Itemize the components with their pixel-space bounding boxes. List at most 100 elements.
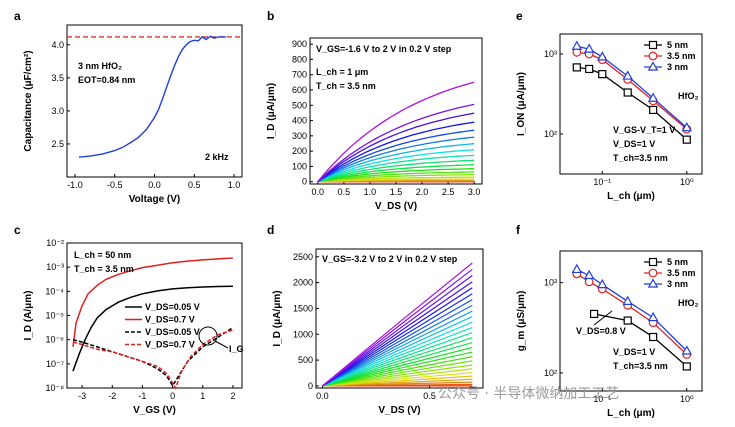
- panel-c-transfer-chart: -3 -2 -1 0 1 2 10⁻⁸ 10⁻⁷ 10⁻⁶ 10⁻⁵ 10⁻⁴ 10⁻³ 10⁻² V_G…: [14, 223, 244, 416]
- output-line: [322, 287, 473, 387]
- x-tick-label: 0.0: [316, 391, 329, 401]
- output-line: [322, 316, 473, 387]
- legend-label: 5 nm: [667, 40, 688, 50]
- output-line: [322, 368, 473, 387]
- annotation-eot: EOT=0.84 nm: [78, 75, 135, 85]
- y-axis-label: I_D (μA/μm): [266, 83, 277, 139]
- output-curve: [317, 112, 475, 183]
- annotation: HfO₂: [678, 298, 699, 308]
- annotation-frequency: 2 kHz: [205, 152, 229, 162]
- legend-label: 5 nm: [667, 257, 688, 267]
- output-curve: [317, 136, 475, 183]
- legend-marker: [648, 40, 658, 50]
- vds-pointer: [593, 310, 613, 326]
- data-point: [597, 51, 608, 61]
- annotation-lch: L_ch = 1 μm: [316, 67, 368, 77]
- output-line: [322, 342, 473, 387]
- ig-highlight-circle: [198, 326, 218, 346]
- output-curve: [317, 103, 475, 183]
- data-point: [571, 263, 583, 274]
- x-tick-label: 1.0: [364, 187, 377, 197]
- panel-f-gm-chart: 10⁻¹ 10⁰ 10² 10³ L_ch (μm) g_m (μS/μm) f 5 nm3.…: [516, 223, 703, 419]
- y-axis-label: g_m (μS/μm): [516, 291, 527, 352]
- x-tick-label: 1.0: [228, 180, 241, 190]
- annotation-tch: T_ch = 3.5 nm: [74, 264, 134, 274]
- output-line: [322, 326, 473, 387]
- output-curve: [317, 164, 475, 183]
- x-tick-label: 10⁻¹: [593, 177, 611, 187]
- y-tick-label: 10³: [544, 278, 557, 288]
- y-tick-label: 10²: [544, 129, 557, 139]
- y-axis-label: I_D (A/μm): [23, 290, 34, 340]
- transfer-curve: [72, 257, 233, 347]
- x-tick-label: 10⁰: [680, 394, 694, 404]
- output-line: [322, 275, 473, 387]
- data-point: [572, 63, 581, 72]
- annotation: T_ch=3.5 nm: [613, 361, 668, 371]
- y-tick-label: 0: [302, 177, 307, 187]
- panel-label-f: f: [516, 223, 521, 237]
- output-line: [322, 360, 473, 387]
- annotation: HfO₂: [678, 91, 699, 101]
- x-tick-label: -1: [138, 391, 146, 401]
- x-axis-label: Voltage (V): [129, 194, 180, 205]
- data-point: [623, 88, 632, 97]
- legend-label: 3.5 nm: [667, 51, 696, 61]
- y-axis-label: I_D (μA/μm): [272, 290, 283, 346]
- watermark-text: 公众号 · 半导体微纳加工工艺: [438, 386, 620, 402]
- data-point: [584, 277, 594, 287]
- x-tick-label: 0.5: [423, 391, 436, 401]
- output-curve: [317, 81, 475, 183]
- x-tick-label: 2.0: [416, 187, 429, 197]
- annotation-tch: T_ch = 3.5 nm: [316, 81, 376, 91]
- legend-label: 3 nm: [667, 279, 688, 289]
- y-tick-label: 10⁻⁸: [45, 383, 64, 393]
- annotation: V_DS=0.8 V: [576, 326, 626, 336]
- data-point: [682, 362, 691, 371]
- y-tick-label: 500: [292, 100, 307, 110]
- output-line: [322, 268, 473, 387]
- legend-label: V_DS=0.05 V: [145, 327, 200, 337]
- y-tick-label: 2500: [293, 252, 313, 262]
- x-tick-label: -2: [108, 391, 116, 401]
- data-point: [571, 40, 583, 50]
- x-axis-label: V_DS (V): [378, 405, 420, 416]
- annotation: V_GS-V_T=1 V: [613, 125, 675, 135]
- x-axis-label: L_ch (μm): [607, 408, 655, 419]
- data-point: [647, 311, 659, 322]
- y-tick-label: 900: [292, 39, 307, 49]
- y-tick-label: 700: [292, 70, 307, 80]
- legend-label: V_DS=0.7 V: [145, 340, 195, 350]
- legend-label: V_DS=0.7 V: [145, 315, 195, 325]
- annotation-lch: L_ch = 50 nm: [74, 250, 131, 260]
- output-curve: [317, 176, 475, 183]
- data-point: [682, 135, 691, 144]
- x-tick-label: 10⁻¹: [593, 394, 611, 404]
- data-point: [597, 278, 608, 289]
- legend-label: V_DS=0.05 V: [145, 302, 200, 312]
- annotation-ig: I_G: [229, 344, 244, 354]
- annotation: V_DS=1 V: [613, 347, 655, 357]
- y-axis-label: I_ON (μA/μm): [516, 72, 527, 136]
- y-tick-label: 2.5: [51, 139, 64, 149]
- output-line: [322, 262, 473, 387]
- transfer-curve: [72, 329, 234, 390]
- legend-label: 3.5 nm: [667, 268, 696, 278]
- y-tick-label: 10³: [544, 49, 557, 59]
- panel-label-c: c: [14, 223, 21, 237]
- x-tick-label: -3: [78, 391, 86, 401]
- x-tick-label: 2.5: [442, 187, 455, 197]
- data-point: [623, 316, 632, 325]
- data-point: [583, 43, 595, 53]
- output-line: [322, 337, 473, 387]
- y-tick-label: 2000: [293, 278, 313, 288]
- y-tick-label: 300: [292, 131, 307, 141]
- output-line: [322, 293, 473, 387]
- output-line: [322, 332, 473, 387]
- output-line: [322, 321, 473, 387]
- y-tick-label: 10⁻²: [46, 238, 64, 248]
- legend-marker: [647, 278, 659, 288]
- x-tick-label: 10⁰: [680, 177, 694, 187]
- transfer-curve: [72, 285, 233, 372]
- x-tick-label: 0.5: [338, 187, 351, 197]
